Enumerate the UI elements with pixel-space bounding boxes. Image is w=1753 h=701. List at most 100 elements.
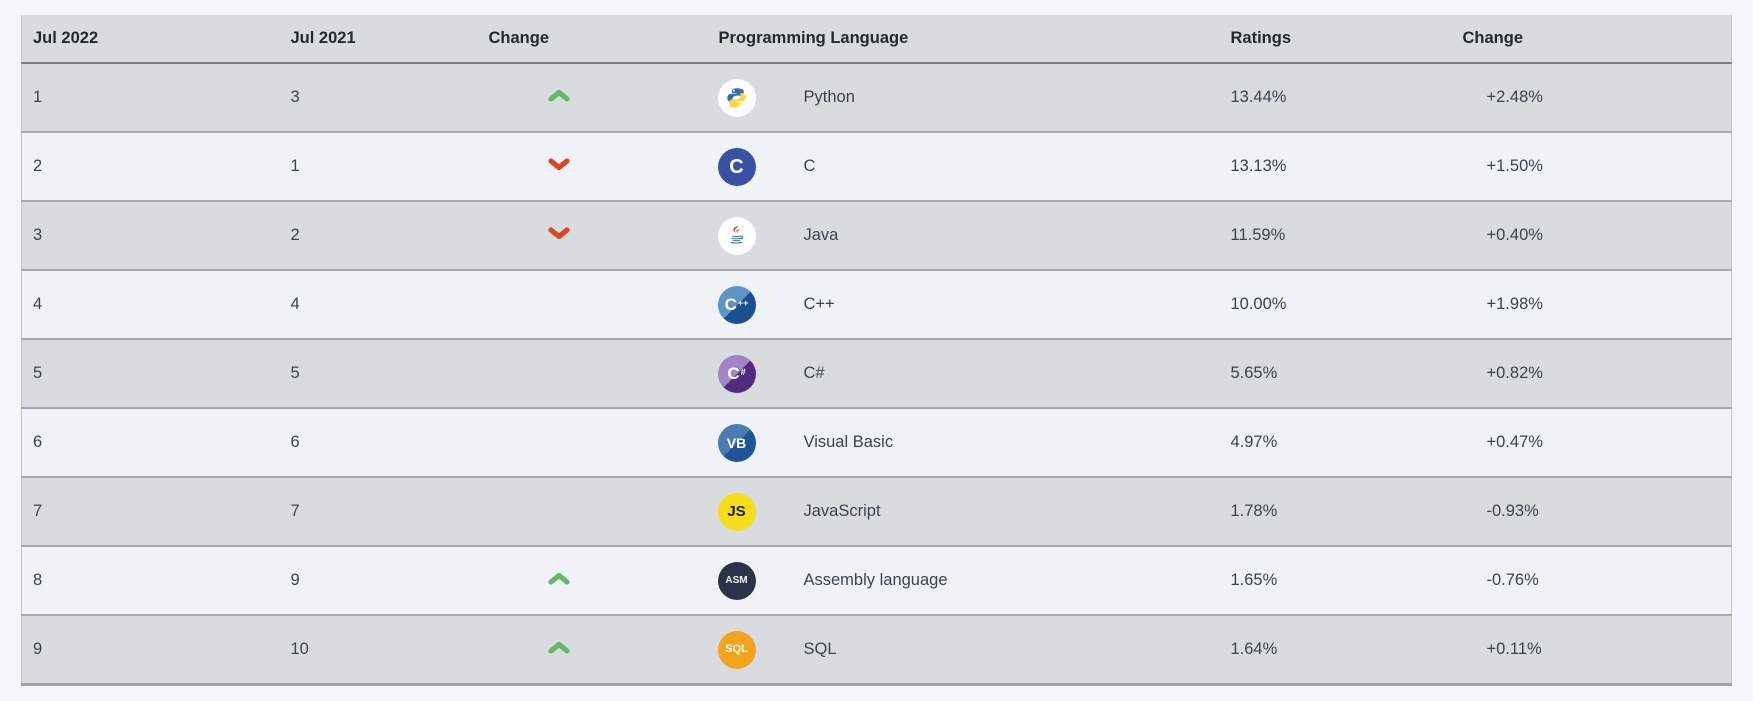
java-logo-icon [717, 216, 756, 255]
language-name: JavaScript [803, 502, 881, 520]
ratings-cell: 1.78% [1230, 502, 1278, 520]
language-icon-label-suffix: ++ [737, 298, 749, 308]
table-row: 5 5 C # C# 5.65% +0.82% [21, 339, 1732, 408]
table-row: 9 10 SQL SQL 1.64% +0.11% [21, 615, 1732, 685]
language-cell: C ++ C++ [698, 270, 1219, 339]
column-header-jul-2021: Jul 2021 [279, 15, 478, 64]
ratings-change-cell: +0.11% [1486, 640, 1542, 658]
rank-jul-2022-cell: 1 [33, 88, 43, 106]
cpp-logo-icon: C ++ [717, 285, 756, 324]
rank-up-icon [547, 641, 570, 654]
ratings-cell: 5.65% [1230, 364, 1278, 382]
language-name: SQL [803, 640, 837, 658]
table-header: Jul 2022 Jul 2021 Change Programming Lan… [21, 15, 1732, 64]
js-logo-icon: JS [717, 492, 756, 531]
ratings-cell: 1.64% [1230, 640, 1278, 658]
position-change-cell [478, 615, 698, 685]
tiobe-index-table: Jul 2022 Jul 2021 Change Programming Lan… [21, 15, 1732, 686]
column-header-position-change: Change [477, 15, 698, 64]
language-cell: Java [698, 201, 1219, 270]
rank-jul-2022-cell: 2 [33, 157, 43, 175]
language-name: C++ [803, 295, 835, 313]
ratings-cell: 13.13% [1230, 157, 1287, 175]
ratings-cell: 11.59% [1230, 226, 1286, 244]
table-row: 1 3 Python 13.44% +2.48% [21, 63, 1732, 132]
language-cell: VB Visual Basic [698, 408, 1219, 477]
ratings-cell: 1.65% [1230, 571, 1278, 589]
python-logo-icon [717, 78, 756, 117]
language-cell: SQL SQL [698, 615, 1219, 685]
c-logo-icon: C [717, 147, 756, 186]
ratings-change-cell: +1.98% [1486, 295, 1543, 313]
vb-logo-icon: VB [717, 423, 756, 462]
language-cell: Python [698, 63, 1219, 132]
table-row: 7 7 JS JavaScript 1.78% -0.93% [21, 477, 1732, 546]
rank-jul-2022-cell: 8 [33, 571, 43, 589]
language-name: C [803, 157, 816, 175]
table-row: 4 4 C ++ C++ 10.00% +1.98% [21, 270, 1732, 339]
language-cell: JS JavaScript [698, 477, 1219, 546]
language-icon-label: SQL [725, 643, 748, 655]
language-icon-label: VB [726, 434, 747, 451]
language-name: Python [803, 88, 855, 106]
ratings-change-cell: -0.76% [1486, 571, 1539, 589]
ratings-change-cell: +0.47% [1486, 433, 1543, 451]
rank-jul-2021-cell: 2 [290, 226, 300, 244]
rank-jul-2021-cell: 7 [290, 502, 300, 520]
sql-logo-icon: SQL [717, 630, 756, 669]
rank-up-icon [547, 89, 570, 102]
asm-logo-icon: ASM [717, 561, 756, 600]
rank-jul-2022-cell: 5 [33, 364, 43, 382]
language-icon-label: C [724, 295, 737, 314]
ratings-change-cell: +2.48% [1486, 88, 1543, 106]
rank-jul-2021-cell: 4 [290, 295, 300, 313]
ratings-change-cell: +0.82% [1486, 364, 1543, 382]
language-name: Java [803, 226, 839, 244]
ratings-change-cell: +1.50% [1486, 157, 1543, 175]
rank-jul-2022-cell: 4 [33, 295, 43, 313]
rank-up-icon [547, 572, 570, 585]
rank-jul-2022-cell: 9 [33, 640, 43, 658]
ratings-change-cell: +0.40% [1486, 226, 1543, 244]
position-change-cell [478, 132, 698, 201]
language-name: Visual Basic [803, 433, 894, 451]
rank-jul-2021-cell: 6 [290, 433, 300, 451]
table-row: 8 9 ASM Assembly language 1.65% -0.76% [21, 546, 1732, 615]
language-name: C# [803, 364, 825, 382]
column-header-ratings: Ratings [1218, 15, 1451, 64]
language-icon-label: C [727, 364, 740, 383]
position-change-cell [478, 201, 698, 270]
header-row: Jul 2022 Jul 2021 Change Programming Lan… [21, 15, 1732, 64]
rank-jul-2021-cell: 9 [290, 571, 300, 589]
csharp-logo-icon: C # [717, 354, 756, 393]
position-change-cell [478, 546, 698, 615]
rank-jul-2021-cell: 5 [290, 364, 300, 382]
rank-down-icon [547, 158, 570, 171]
ratings-cell: 13.44% [1230, 88, 1287, 106]
rank-jul-2022-cell: 7 [33, 502, 43, 520]
column-header-programming-language: Programming Language [697, 15, 1219, 64]
language-cell: ASM Assembly language [698, 546, 1219, 615]
language-icon-label: JS [727, 503, 746, 520]
language-cell: C C [698, 132, 1219, 201]
rank-jul-2022-cell: 3 [33, 226, 43, 244]
table-row: 2 1 C C 13.13% +1.50% [21, 132, 1732, 201]
rank-jul-2021-cell: 1 [290, 157, 300, 175]
table-body: 1 3 Python 13.44% +2.48% 2 1 C C 13.13% … [21, 63, 1732, 685]
position-change-cell [478, 408, 698, 477]
table-row: 3 2 Java 11.59% +0.40% [21, 201, 1732, 270]
ratings-cell: 4.97% [1230, 433, 1278, 451]
language-icon-label-suffix: # [740, 367, 746, 377]
table-row: 6 6 VB Visual Basic 4.97% +0.47% [21, 408, 1732, 477]
ratings-change-cell: -0.93% [1486, 502, 1539, 520]
language-icon-label: ASM [725, 574, 748, 586]
tiobe-index-table-wrap: Jul 2022 Jul 2021 Change Programming Lan… [21, 15, 1732, 686]
position-change-cell [478, 270, 698, 339]
position-change-cell [478, 63, 698, 132]
language-name: Assembly language [803, 571, 948, 589]
rank-jul-2021-cell: 3 [290, 88, 300, 106]
ratings-cell: 10.00% [1230, 295, 1287, 313]
language-icon-label: C [729, 155, 744, 178]
position-change-cell [478, 477, 698, 546]
position-change-cell [478, 339, 698, 408]
